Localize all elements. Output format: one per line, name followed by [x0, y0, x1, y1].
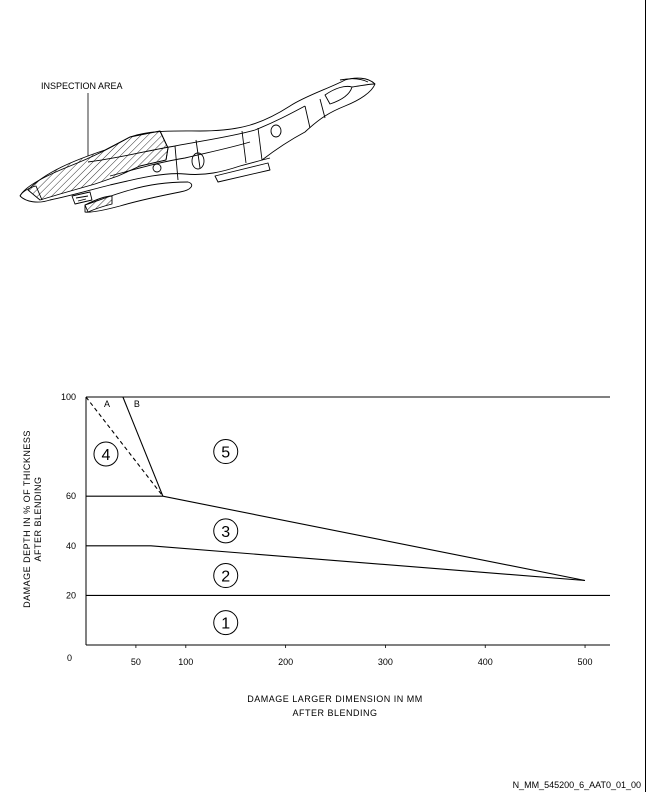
- x-tick-label: 50: [131, 657, 141, 667]
- boundary-line-4: [86, 545, 586, 582]
- zone-number-3: 3: [221, 524, 230, 541]
- zone-number-2: 2: [221, 569, 230, 586]
- zone-number-5: 5: [221, 445, 230, 462]
- zone-number-1: 1: [221, 616, 230, 633]
- x-axis-title-line2: AFTER BLENDING: [292, 708, 377, 718]
- chart-lines: [85, 396, 610, 646]
- line-label-b: B: [134, 399, 140, 409]
- zone-number-4: 4: [102, 447, 111, 464]
- zone-circle-1: [213, 610, 239, 636]
- fuselage-outline-upper: [19, 77, 376, 197]
- damage-limit-chart: 50 100 200 300 400 500 20 40 60 100 1 2 3 4 5 A B 0 D…: [22, 392, 610, 718]
- zone-circle-4: [93, 441, 119, 467]
- drawing-reference: N_MM_545200_6_AAT0_01_00: [513, 780, 641, 790]
- chart-zones: 1 2 3 4 5: [93, 439, 239, 636]
- inspection-area-label: INSPECTION AREA: [41, 81, 123, 91]
- y-axis-title: DAMAGE DEPTH IN % OF THICKNESS AFTER BLE…: [22, 430, 43, 608]
- y-tick-label: 100: [61, 392, 76, 402]
- y-tick-label: 60: [66, 491, 76, 501]
- inspection-area-callout: INSPECTION AREA: [41, 81, 123, 156]
- series-line-a: [85, 396, 164, 497]
- origin-label: 0: [67, 653, 72, 663]
- series-line-b: [122, 396, 164, 497]
- line-label-a: A: [104, 399, 110, 409]
- page-edge-rule: [645, 0, 646, 792]
- zone-circle-3: [213, 518, 239, 544]
- x-tick-label: 200: [278, 657, 293, 667]
- fuselage-section-icon: [19, 77, 376, 213]
- y-axis-title-line2: AFTER BLENDING: [33, 476, 43, 561]
- y-tick-label: 40: [66, 541, 76, 551]
- fuselage-outline-lower: [19, 157, 271, 203]
- zone-circle-2: [213, 563, 239, 589]
- zone-circle-5: [213, 439, 239, 465]
- x-tick-label: 300: [378, 657, 393, 667]
- x-tick-label: 100: [178, 657, 193, 667]
- y-tick-label: 20: [66, 590, 76, 600]
- x-axis-title-line1: DAMAGE LARGER DIMENSION IN MM: [247, 694, 423, 704]
- x-tick-label: 400: [478, 657, 493, 667]
- boundary-line-3: [86, 495, 586, 582]
- x-tick-label: 500: [578, 657, 593, 667]
- inspection-area-hatched: [27, 130, 169, 201]
- y-axis-title-line1: DAMAGE DEPTH IN % OF THICKNESS: [22, 430, 32, 608]
